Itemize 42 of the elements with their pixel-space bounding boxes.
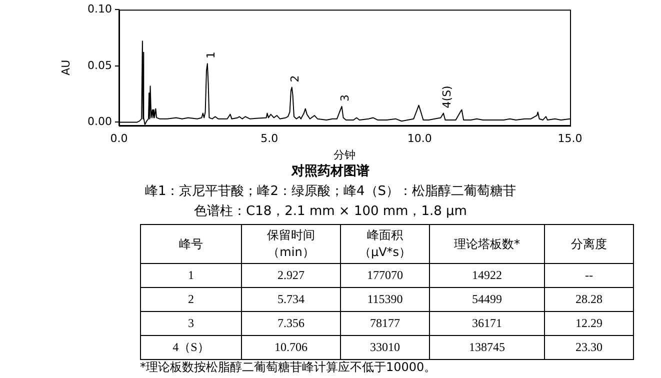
- text: 28.28: [576, 292, 602, 306]
- text: 7.356: [278, 316, 304, 330]
- text: 色谱柱：C18，2.1 mm × 100 mm，1.8 μm: [193, 203, 468, 221]
- text: 78177: [370, 316, 400, 330]
- annotation: 2: [288, 75, 302, 82]
- x-tick-label: 15.0: [558, 132, 582, 146]
- text: --: [585, 268, 593, 282]
- text: 峰1：京尼平苷酸；峰2：绿原酸；峰4（S）：松脂醇二葡萄糖苷: [144, 183, 518, 201]
- annotation: 3: [338, 94, 352, 102]
- annotation: 1: [204, 52, 218, 59]
- text: 14922: [472, 268, 502, 282]
- y-tick-label: 3: [140, 312, 242, 336]
- text: *理论板数按松脂醇二葡萄糖苷峰计算应不低于10000。: [140, 360, 438, 374]
- y-axis-title: AU: [59, 60, 72, 76]
- x-tick-label: 分离度: [544, 224, 634, 264]
- x-tick-label: 峰面积（μV*s）: [340, 224, 430, 264]
- x-tick-label: 5.0: [260, 132, 278, 146]
- text: 36171: [472, 316, 502, 330]
- text: 177070: [367, 268, 403, 282]
- text: 54499: [472, 292, 502, 306]
- text: 23.30: [576, 340, 602, 354]
- y-tick-label: 4（S）: [140, 336, 242, 360]
- text: 对照药材图谱: [290, 162, 370, 181]
- y-tick-label: 0.05: [88, 58, 112, 72]
- y-tick-label: 0.00: [88, 115, 112, 128]
- annotation: 4(S): [440, 86, 454, 108]
- text: 2.927: [278, 268, 304, 282]
- x-tick-label: 保留时间（min）: [242, 224, 340, 264]
- y-tick-label: 1: [140, 264, 242, 288]
- x-tick-label: 10.0: [407, 132, 432, 146]
- text: 138745: [469, 340, 505, 354]
- text: 12.29: [576, 316, 602, 330]
- y-tick-label: 0.10: [88, 2, 112, 16]
- text: 10.706: [274, 340, 308, 354]
- text: 5.734: [278, 292, 304, 306]
- x-axis-title: 分钟: [334, 148, 356, 162]
- y-tick-label: 2: [140, 288, 242, 312]
- x-tick-label: 理论塔板数*: [430, 224, 544, 264]
- text: 115390: [367, 292, 403, 306]
- text: 33010: [370, 340, 400, 354]
- y-axis-title: 峰号: [140, 224, 242, 264]
- x-tick-label: 0.0: [110, 132, 128, 146]
